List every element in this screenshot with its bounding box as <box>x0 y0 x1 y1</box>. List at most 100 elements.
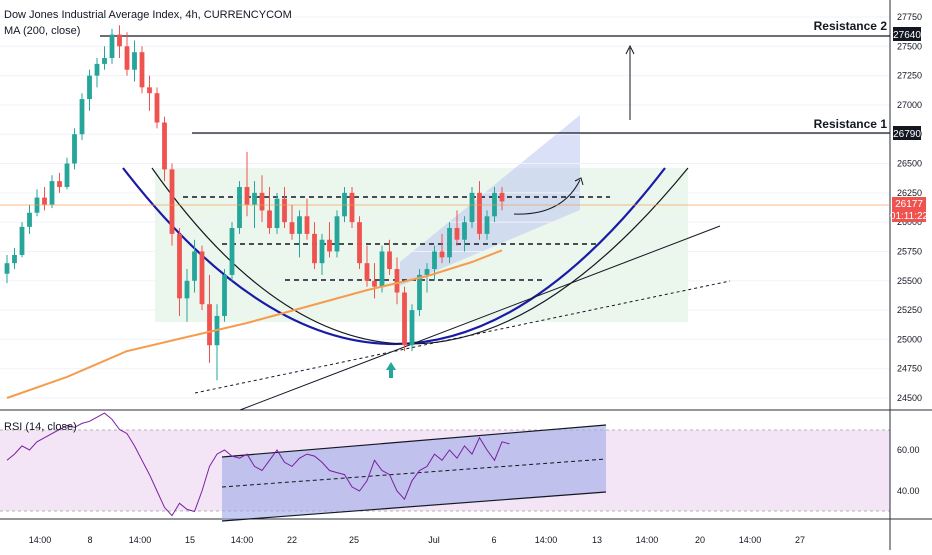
candle-body <box>199 251 205 305</box>
candle-body <box>424 269 430 275</box>
candle <box>274 192 280 234</box>
candle <box>304 198 310 240</box>
candle-body <box>184 280 190 299</box>
candle-body <box>447 228 452 258</box>
time-tick-label: 13 <box>592 535 602 545</box>
candle <box>364 245 370 287</box>
arrow-up-head <box>625 44 635 55</box>
candle <box>124 32 130 76</box>
rsi-legend: RSI (14, close) <box>4 421 77 433</box>
candle <box>27 204 32 234</box>
candle <box>139 46 145 94</box>
trend-line-solid <box>239 225 721 411</box>
curved-arrow-head <box>574 177 584 186</box>
candle <box>4 254 10 284</box>
time-tick-label: 14:00 <box>739 535 762 545</box>
candle-body <box>192 251 197 281</box>
candle-body <box>132 52 137 70</box>
candle-body <box>102 58 107 64</box>
candle-body <box>237 186 242 229</box>
candle-body <box>222 274 227 316</box>
candle-body <box>349 192 355 223</box>
candle-body <box>312 233 317 264</box>
candle-body <box>432 251 437 270</box>
candle-body <box>327 239 332 252</box>
countdown-label: 01:11:22 <box>890 211 929 222</box>
ma-legend: MA (200, close) <box>4 25 81 37</box>
candle <box>469 186 475 229</box>
candle <box>402 286 407 352</box>
candle <box>244 151 250 217</box>
candle-body <box>379 251 385 287</box>
candle-body <box>267 210 272 229</box>
candle-body <box>454 228 460 240</box>
candle-body <box>259 192 265 211</box>
rsi-tick-label: 40.00 <box>897 486 920 496</box>
candle-body <box>147 87 152 94</box>
price-tick-label: 24500 <box>897 393 922 403</box>
drawings <box>100 35 890 411</box>
time-tick-label: 14:00 <box>231 535 254 545</box>
candle-body <box>49 181 55 205</box>
candle-body <box>477 192 482 234</box>
candle <box>372 263 377 299</box>
candle <box>177 228 182 316</box>
candle <box>109 28 115 64</box>
candle-body <box>357 222 362 264</box>
price-tick-label: 25000 <box>897 334 922 344</box>
chart-title: Dow Jones Industrial Average Index, 4h, … <box>4 9 292 21</box>
candle <box>417 269 422 316</box>
resistance-2-label: Resistance 2 <box>814 19 888 33</box>
candle-body <box>162 122 167 170</box>
candle-body <box>282 198 287 223</box>
candle <box>439 233 445 264</box>
candle <box>237 181 242 234</box>
candle-body <box>462 222 467 240</box>
price-tick-label: 26250 <box>897 188 922 198</box>
candle-body <box>484 216 490 234</box>
candle-body <box>334 216 340 252</box>
candle <box>432 245 437 281</box>
time-tick-label: 8 <box>87 535 92 545</box>
time-tick-label: 14:00 <box>129 535 152 545</box>
candle <box>297 210 302 258</box>
price-tick-label: 24750 <box>897 364 922 374</box>
time-tick-label: Jul <box>428 535 440 545</box>
current-price-label: 26177 <box>895 199 923 210</box>
rsi-line <box>6 412 510 517</box>
candle <box>222 269 227 322</box>
candle-body <box>94 63 100 76</box>
price-tick-label: 27250 <box>897 71 922 81</box>
candle <box>484 210 490 240</box>
candle-body <box>499 192 505 202</box>
price-tick-label: 26000 <box>897 217 922 227</box>
candle-body <box>4 263 10 274</box>
candle <box>424 263 430 293</box>
candle <box>462 216 467 252</box>
candle-body <box>109 34 115 59</box>
candle-body <box>252 192 257 205</box>
candle <box>327 222 332 258</box>
candle-body <box>169 169 175 234</box>
resistance-1-price: 26790 <box>893 129 921 140</box>
candle-body <box>117 34 122 47</box>
candle <box>12 247 17 270</box>
candle <box>357 216 362 270</box>
candle-body <box>207 304 212 346</box>
price-tick-label: 27750 <box>897 12 922 22</box>
candle-body <box>154 93 160 123</box>
candle <box>162 116 167 182</box>
ma200-line <box>6 249 503 399</box>
candle-body <box>409 310 415 346</box>
candle-body <box>72 134 77 164</box>
channel-fill <box>400 115 580 286</box>
candles <box>4 25 505 381</box>
trend-line-dashed <box>194 280 731 394</box>
candle <box>72 128 77 170</box>
candle-body <box>42 197 47 205</box>
price-tick-label: 25250 <box>897 305 922 315</box>
candle-body <box>87 75 92 100</box>
price-grid <box>0 16 890 399</box>
curved-arrow <box>513 179 581 215</box>
